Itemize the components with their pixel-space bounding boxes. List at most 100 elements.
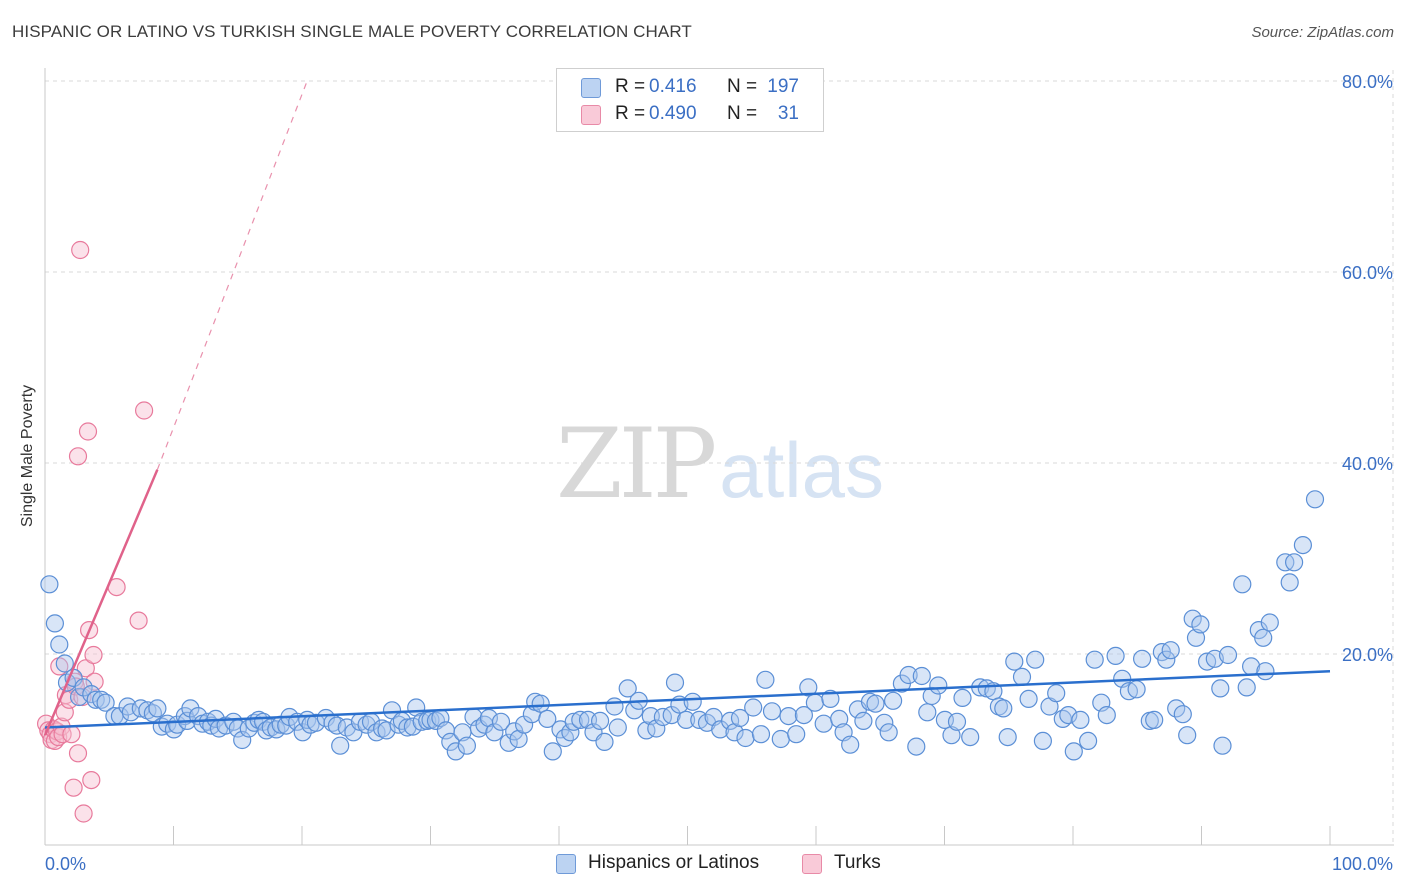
- data-point-hispanics: [676, 710, 696, 730]
- data-point-hispanics: [1033, 731, 1053, 751]
- legend-r-value: 0.416: [649, 76, 697, 97]
- data-point-hispanics: [854, 711, 873, 731]
- legend-n-label: N =: [727, 103, 758, 124]
- data-point-hispanics: [1019, 689, 1038, 709]
- trend-line-turks: [43, 469, 159, 736]
- data-point-hispanics: [1059, 705, 1078, 725]
- data-point-hispanics: [1178, 726, 1197, 745]
- trend-lines: [43, 80, 1331, 736]
- data-point-hispanics: [953, 688, 972, 708]
- y-tick-label: 60.0%: [1342, 263, 1393, 283]
- legend-r-value: 0.490: [649, 103, 697, 124]
- data-point-hispanics: [457, 736, 476, 755]
- data-point-hispanics: [491, 712, 511, 731]
- data-point-hispanics: [1026, 650, 1045, 669]
- data-point-hispanics: [618, 679, 637, 698]
- data-point-hispanics: [683, 692, 702, 711]
- data-point-turks: [64, 778, 83, 797]
- data-point-hispanics: [756, 670, 775, 689]
- data-point-hispanics: [605, 697, 624, 716]
- legend-n-label: N =: [727, 76, 758, 97]
- data-point-turks: [84, 645, 103, 665]
- data-point-hispanics: [814, 714, 833, 733]
- data-point-hispanics: [787, 725, 806, 744]
- data-point-hispanics: [899, 665, 918, 685]
- bottom-legend-turks: Turks: [802, 852, 881, 874]
- data-point-hispanics: [1218, 645, 1238, 665]
- data-point-hispanics: [947, 712, 967, 731]
- data-point-turks: [74, 804, 93, 823]
- data-point-hispanics: [1157, 650, 1176, 669]
- data-point-hispanics: [543, 742, 562, 761]
- data-point-hispanics: [50, 635, 69, 654]
- data-point-hispanics: [590, 711, 610, 731]
- chart-title: HISPANIC OR LATINO VS TURKISH SINGLE MAL…: [12, 22, 692, 41]
- data-point-turks: [71, 240, 90, 260]
- y-tick-label: 80.0%: [1342, 72, 1393, 92]
- data-point-hispanics: [1191, 615, 1210, 634]
- data-point-hispanics: [1260, 613, 1279, 632]
- data-point-hispanics: [866, 694, 885, 713]
- data-point-hispanics: [762, 702, 782, 721]
- data-point-hispanics: [720, 711, 740, 731]
- data-point-hispanics: [1233, 575, 1252, 594]
- series-turks: [36, 240, 154, 823]
- data-point-hispanics: [181, 699, 200, 718]
- data-point-hispanics: [608, 718, 627, 737]
- data-point-hispanics: [647, 719, 666, 738]
- data-point-hispanics: [730, 708, 750, 728]
- legend-row-hispanics: R = 0.416 N = 197: [557, 74, 823, 100]
- data-point-turks: [62, 725, 81, 744]
- legend-n-value: 197: [767, 76, 799, 97]
- data-point-hispanics: [1145, 710, 1164, 730]
- data-point-hispanics: [561, 723, 580, 742]
- data-point-hispanics: [531, 694, 550, 713]
- data-point-hispanics: [1085, 650, 1104, 669]
- data-point-hispanics: [907, 737, 926, 756]
- legend-n-value: 31: [777, 103, 799, 124]
- data-point-hispanics: [1078, 731, 1098, 751]
- data-point-hispanics: [1097, 705, 1116, 725]
- data-point-hispanics: [96, 693, 115, 712]
- data-point-hispanics: [1256, 662, 1275, 681]
- tick-labels: 20.0% 40.0% 60.0% 80.0% 0.0% 100.0%: [45, 72, 1393, 874]
- legend-r-label: R =: [615, 103, 646, 124]
- data-point-hispanics: [1186, 628, 1206, 647]
- trend-line-turks-extension: [156, 80, 308, 470]
- data-point-turks: [135, 401, 154, 420]
- data-point-hispanics: [1293, 535, 1313, 555]
- data-point-hispanics: [751, 725, 771, 744]
- data-point-hispanics: [875, 713, 894, 732]
- data-point-hispanics: [879, 723, 898, 742]
- data-point-hispanics: [1161, 641, 1180, 660]
- data-point-hispanics: [1127, 680, 1146, 699]
- data-point-hispanics: [1213, 736, 1232, 755]
- data-point-hispanics: [1106, 646, 1125, 666]
- data-point-turks: [78, 422, 98, 441]
- data-point-hispanics: [830, 709, 849, 729]
- data-point-hispanics: [595, 732, 614, 752]
- x-tick-label: 0.0%: [45, 854, 86, 874]
- bottom-legend-swatch-blue: [556, 854, 576, 874]
- data-point-turks: [82, 770, 101, 790]
- data-point-hispanics: [918, 703, 937, 722]
- data-point-hispanics: [1305, 490, 1325, 509]
- y-tick-label: 20.0%: [1342, 645, 1393, 665]
- data-point-turks: [68, 744, 88, 763]
- watermark-atlas: atlas: [719, 426, 884, 514]
- legend-r-label: R =: [615, 76, 646, 97]
- data-point-hispanics: [841, 735, 860, 754]
- legend-swatch-pink: [581, 105, 601, 125]
- data-point-hispanics: [55, 654, 74, 673]
- data-point-hispanics: [564, 712, 583, 731]
- data-point-hispanics: [929, 676, 948, 695]
- data-point-hispanics: [821, 689, 840, 709]
- data-point-hispanics: [1047, 684, 1066, 703]
- data-point-turks: [129, 611, 148, 630]
- data-point-hispanics: [771, 729, 790, 749]
- series-hispanics: [40, 490, 1325, 761]
- legend-row-turks: R = 0.490 N = 31: [557, 101, 823, 127]
- data-point-hispanics: [45, 614, 65, 633]
- data-point-hispanics: [1254, 628, 1273, 647]
